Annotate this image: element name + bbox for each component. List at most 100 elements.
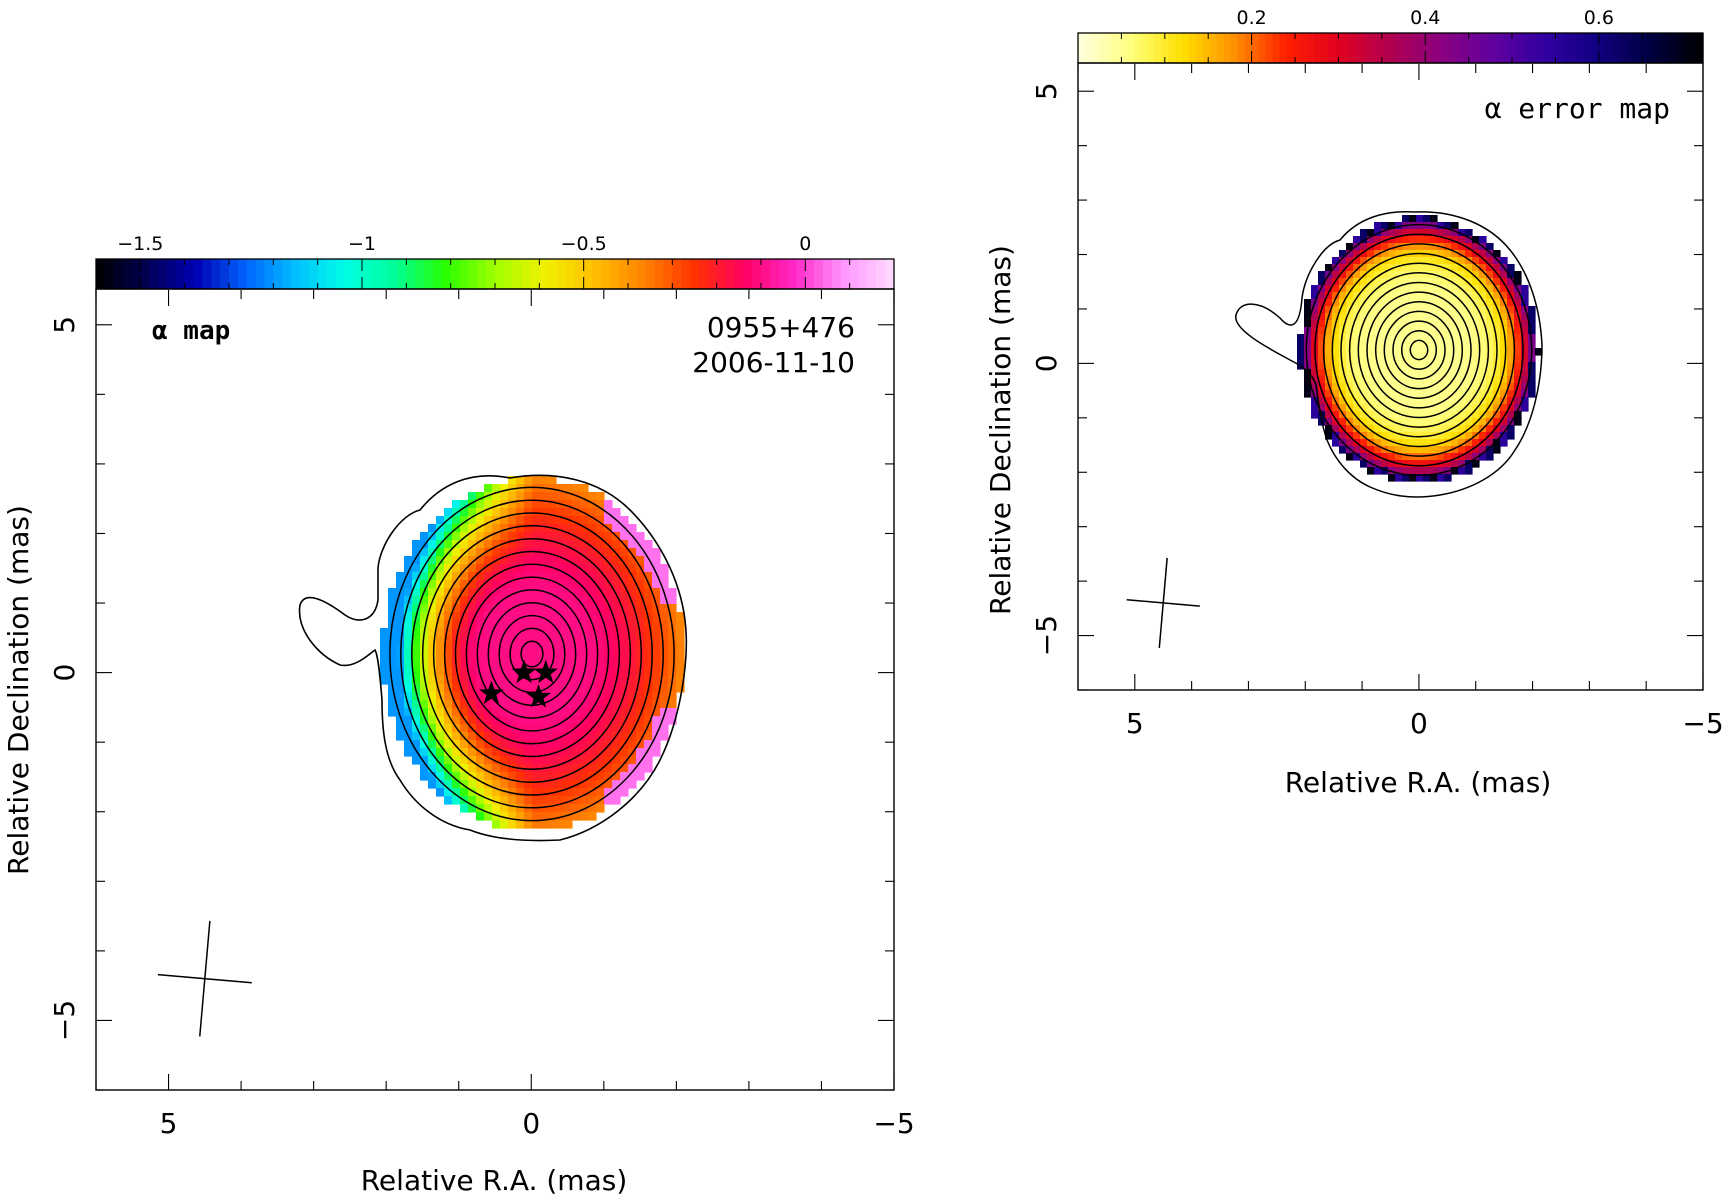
colorbar-swatch: [415, 259, 425, 289]
map-pixel: [1360, 229, 1368, 237]
map-pixel: [1395, 334, 1403, 342]
map-pixel: [1395, 411, 1403, 419]
map-pixel: [1472, 425, 1480, 433]
map-pixel: [380, 628, 389, 637]
map-pixel: [1521, 292, 1529, 300]
map-pixel: [436, 780, 445, 789]
map-pixel: [436, 660, 445, 669]
map-pixel: [468, 572, 477, 581]
map-pixel: [428, 668, 437, 677]
map-pixel: [564, 500, 573, 509]
colorbar-swatch: [1369, 33, 1378, 63]
map-pixel: [604, 740, 613, 749]
colorbar-swatch: [698, 259, 709, 289]
map-pixel: [428, 612, 437, 621]
map-pixel: [1528, 390, 1536, 398]
map-pixel: [1465, 369, 1473, 377]
map-pixel: [596, 604, 605, 613]
colorbar-swatch: [557, 259, 567, 289]
map-pixel: [452, 532, 461, 541]
map-pixel: [500, 668, 509, 677]
map-pixel: [476, 556, 485, 565]
colorbar-swatch: [1397, 33, 1405, 63]
map-pixel: [492, 484, 501, 493]
map-pixel: [556, 516, 565, 525]
map-pixel: [644, 652, 653, 661]
map-pixel: [516, 516, 525, 525]
map-pixel: [1528, 376, 1536, 384]
map-pixel: [1514, 411, 1522, 419]
map-pixel: [1472, 404, 1480, 412]
map-pixel: [1395, 453, 1403, 461]
map-pixel: [620, 596, 629, 605]
map-pixel: [628, 668, 637, 677]
map-pixel: [1402, 327, 1410, 335]
map-pixel: [444, 772, 453, 781]
map-pixel: [508, 628, 517, 637]
map-pixel: [612, 636, 621, 645]
map-pixel: [1374, 341, 1382, 349]
map-pixel: [492, 508, 501, 517]
map-pixel: [596, 612, 605, 621]
map-pixel: [1409, 236, 1417, 244]
map-pixel: [1332, 313, 1340, 321]
map-pixel: [1451, 313, 1459, 321]
map-pixel: [468, 508, 477, 517]
map-pixel: [540, 780, 549, 789]
component-star: [533, 659, 559, 684]
map-pixel: [1311, 306, 1319, 314]
map-pixel: [476, 620, 485, 629]
map-pixel: [644, 716, 653, 725]
map-pixel: [484, 604, 493, 613]
map-pixel: [1458, 306, 1466, 314]
map-pixel: [564, 740, 573, 749]
map-pixel: [564, 580, 573, 589]
map-pixel: [1360, 341, 1368, 349]
map-pixel: [620, 700, 629, 709]
map-pixel: [548, 628, 557, 637]
colorbar-swatch: [1119, 33, 1128, 63]
colorbar-swatch: [1147, 33, 1155, 63]
map-pixel: [436, 700, 445, 709]
map-pixel: [652, 596, 661, 605]
map-pixel: [580, 588, 589, 597]
map-pixel: [1402, 376, 1410, 384]
map-pixel: [564, 492, 573, 501]
map-pixel: [1430, 446, 1438, 454]
map-pixel: [436, 756, 445, 765]
map-pixel: [492, 548, 501, 557]
map-pixel: [532, 524, 541, 533]
map-pixel: [396, 676, 405, 685]
colorbar-swatch: [663, 259, 673, 289]
map-pixel: [1507, 411, 1515, 419]
map-pixel: [612, 724, 621, 733]
map-pixel: [556, 700, 565, 709]
colorbar-swatch: [681, 259, 691, 289]
colorbar-swatch: [840, 259, 851, 289]
map-pixel: [588, 564, 597, 573]
map-pixel: [1402, 306, 1410, 314]
map-pixel: [652, 612, 661, 621]
colorbar-swatch: [122, 259, 133, 289]
map-pixel: [476, 596, 485, 605]
colorbar-swatch: [229, 259, 239, 289]
map-pixel: [524, 716, 533, 725]
map-pixel: [548, 572, 557, 581]
map-pixel: [1472, 376, 1480, 384]
colorbar-swatch: [503, 259, 514, 289]
map-pixel: [492, 652, 501, 661]
map-pixel: [460, 740, 469, 749]
map-pixel: [1402, 243, 1410, 251]
map-pixel: [532, 780, 541, 789]
map-pixel: [436, 628, 445, 637]
map-pixel: [452, 556, 461, 565]
map-pixel: [1402, 439, 1410, 447]
map-pixel: [428, 548, 437, 557]
map-pixel: [396, 724, 405, 733]
colorbar-swatch: [477, 259, 487, 289]
map-pixel: [532, 628, 541, 637]
map-pixel: [428, 540, 437, 549]
colorbar-swatch: [1689, 33, 1697, 63]
map-pixel: [524, 748, 533, 757]
map-pixel: [1402, 355, 1410, 363]
